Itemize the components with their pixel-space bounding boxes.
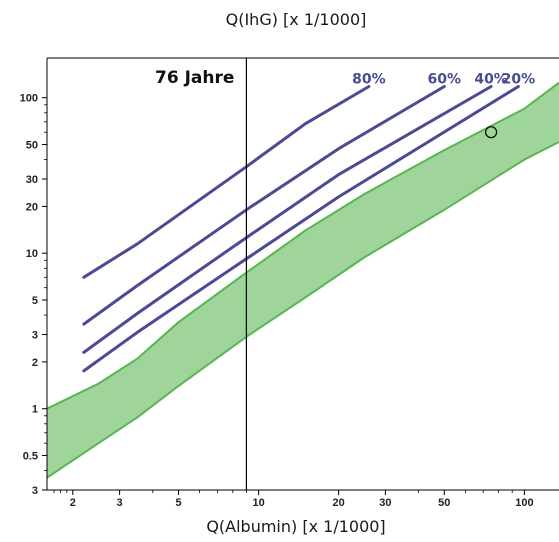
y-tick-label: 3 <box>32 330 38 342</box>
y-tick-label: 5 <box>32 295 38 307</box>
y-tick-label: 2 <box>32 357 38 369</box>
y-tick-label: 0.5 <box>23 451 38 463</box>
reference-band-lower-edge <box>46 141 559 479</box>
reference-band-group <box>46 81 559 479</box>
y-tick-label: 3 <box>32 485 38 497</box>
y-axis-ticks: 3 0.5 1 2 3 5 10 20 30 50 100 <box>20 93 47 497</box>
curve-label-40pct: 40% <box>474 72 508 88</box>
x-tick-label: 30 <box>379 497 391 509</box>
age-line-group: 76 Jahre <box>155 58 247 490</box>
plot-frame-group <box>46 57 559 491</box>
curve-20pct <box>82 85 520 373</box>
age-label: 76 Jahre <box>155 68 234 88</box>
curve-label-80pct: 80% <box>352 72 386 88</box>
x-tick-label: 20 <box>332 497 344 509</box>
percentile-curves-group: 80% 60% 40%20% <box>82 72 536 373</box>
y-tick-label: 100 <box>20 93 38 105</box>
chart-title: Q(IhG) [x 1/1000] <box>226 10 367 29</box>
x-tick-label: 2 <box>70 497 76 509</box>
y-tick-label: 20 <box>26 201 38 213</box>
reference-band <box>47 82 559 478</box>
curve-label-20pct: 20% <box>502 72 536 88</box>
x-axis-title: Q(Albumin) [x 1/1000] <box>206 517 385 536</box>
y-tick-label: 10 <box>26 248 38 260</box>
x-tick-label: 50 <box>438 497 450 509</box>
y-tick-label: 30 <box>26 174 38 186</box>
x-axis-ticks: 2 3 5 10 20 30 50 100 <box>53 490 534 509</box>
reference-band-upper-edge <box>46 81 559 410</box>
y-tick-label: 1 <box>32 404 38 416</box>
curve-label-60pct: 60% <box>428 72 462 88</box>
data-point-marker <box>485 126 498 139</box>
x-tick-label: 10 <box>252 497 264 509</box>
x-tick-label: 3 <box>117 497 123 509</box>
data-point-group <box>485 126 498 139</box>
x-tick-label: 100 <box>515 497 533 509</box>
y-tick-label: 50 <box>26 140 38 152</box>
x-tick-label: 5 <box>175 497 181 509</box>
